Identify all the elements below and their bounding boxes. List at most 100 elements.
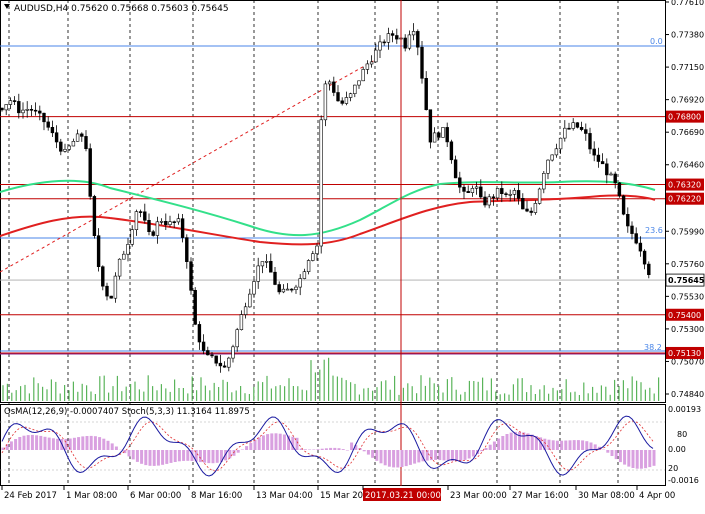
osma-bar — [107, 441, 110, 450]
time-label: 8 Mar 16:00 — [191, 491, 242, 501]
osma-bar — [56, 439, 59, 450]
candle-body — [122, 254, 125, 259]
osma-bar — [615, 450, 618, 459]
candle-body — [639, 243, 642, 251]
osma-bar — [275, 433, 278, 450]
osma-bar — [585, 441, 588, 450]
osma-bar — [128, 450, 131, 456]
osma-bar — [552, 440, 555, 450]
time-label: 2017.03.21 00:00 — [365, 491, 441, 501]
candle-body — [72, 141, 75, 146]
osma-bar — [493, 442, 496, 451]
osma-bar — [409, 450, 412, 465]
candle-body — [635, 234, 638, 244]
osma-bar — [123, 450, 126, 453]
candle-body — [505, 194, 508, 195]
osma-bar — [367, 450, 370, 455]
candle-body — [219, 363, 222, 366]
osma-bar — [556, 441, 559, 450]
candle-body — [177, 219, 180, 222]
osma-bar — [522, 432, 525, 450]
candle-body — [593, 149, 596, 155]
candle-body — [76, 134, 79, 141]
candle-body — [366, 64, 369, 70]
osma-bar — [548, 440, 551, 450]
candle-body — [55, 133, 58, 142]
osma-bar — [140, 450, 143, 464]
candle-body — [160, 221, 163, 222]
candle-body — [610, 174, 613, 175]
time-label: 6 Mar 00:00 — [130, 491, 181, 501]
candle-body — [311, 254, 314, 261]
candle-body — [68, 146, 71, 149]
osma-bar — [455, 450, 458, 461]
level-tag-label: 0.75130 — [668, 349, 701, 358]
osma-bar — [132, 450, 135, 459]
candle-body — [59, 142, 62, 151]
candle-body — [631, 226, 634, 234]
candle-body — [404, 38, 407, 48]
osma-bar — [31, 435, 34, 450]
candle-body — [148, 220, 151, 231]
osma-bar — [233, 450, 236, 456]
osma-bar — [199, 450, 202, 462]
osma-bar — [153, 450, 156, 466]
candle-body — [202, 342, 205, 351]
osma-bar — [77, 437, 80, 450]
osma-bar — [329, 448, 332, 450]
osma-bar — [489, 445, 492, 450]
indicator-scale-label: 0.00 — [668, 445, 686, 454]
candle-body — [530, 211, 533, 212]
osma-bar — [254, 440, 257, 450]
price-label: 0.75300 — [671, 325, 704, 334]
candle-body — [442, 127, 445, 137]
candle-body — [139, 212, 142, 213]
time-label: 23 Mar 00:00 — [450, 491, 507, 501]
candle-body — [290, 289, 293, 290]
osma-bar — [258, 437, 261, 450]
candle-body — [362, 69, 365, 80]
osma-bar — [581, 440, 584, 450]
candle-body — [303, 272, 306, 279]
osma-bar — [203, 450, 206, 463]
price-label: 0.77610 — [671, 0, 704, 7]
candle-body — [164, 221, 167, 224]
candle-body — [421, 47, 424, 78]
osma-bar — [464, 450, 467, 460]
osma-bar — [136, 450, 139, 462]
candle-body — [471, 188, 474, 192]
candle-body — [26, 109, 29, 110]
time-label: 4 Apr 00 — [639, 491, 675, 501]
candle-body — [509, 194, 512, 195]
osma-bar — [573, 440, 576, 450]
candle-body — [269, 261, 272, 272]
osma-bar — [443, 450, 446, 460]
osma-bar — [186, 450, 189, 461]
candle-body — [316, 246, 319, 254]
candle-body — [198, 324, 201, 342]
candle-body — [85, 136, 88, 148]
osma-bar — [325, 448, 328, 450]
time-label: 1 Mar 08:00 — [66, 491, 117, 501]
candle-body — [185, 238, 188, 262]
candle-body — [337, 93, 340, 101]
candle-body — [349, 94, 352, 98]
candle-body — [80, 134, 83, 137]
osma-bar — [531, 435, 534, 450]
candle-body — [576, 123, 579, 128]
candle-body — [169, 222, 172, 225]
osma-bar — [396, 450, 399, 468]
time-label: 30 Mar 08:00 — [578, 491, 635, 501]
osma-bar — [510, 433, 513, 450]
osma-bar — [23, 436, 26, 450]
candle-body — [374, 50, 377, 62]
osma-bar — [216, 450, 219, 463]
candle-body — [51, 127, 54, 133]
osma-bar — [401, 450, 404, 467]
candle-body — [143, 212, 146, 221]
candle-body — [488, 197, 491, 205]
candle-body — [391, 34, 394, 36]
candle-body — [93, 196, 96, 235]
